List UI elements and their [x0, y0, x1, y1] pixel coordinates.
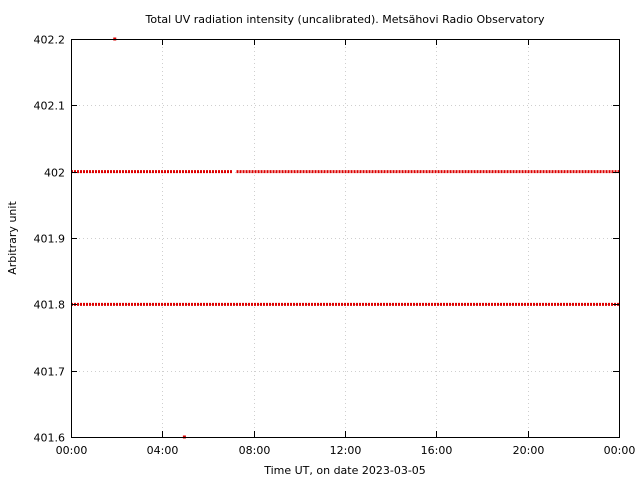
- y-tick-label: 402: [44, 167, 65, 180]
- x-tick-label: 16:00: [421, 444, 453, 457]
- y-axis-label: Arbitrary unit: [6, 201, 19, 275]
- y-tick-label: 401.8: [34, 299, 66, 312]
- y-tick-label: 401.9: [34, 233, 66, 246]
- y-tick-label: 401.6: [34, 432, 66, 445]
- y-tick-label: 401.7: [34, 366, 66, 379]
- x-axis-label: Time UT, on date 2023-03-05: [263, 464, 426, 477]
- x-tick-label: 04:00: [147, 444, 179, 457]
- x-tick-label: 00:00: [604, 444, 636, 457]
- y-axis-ticks: 401.6 401.7 401.8 401.9 402 402.1 402.2: [34, 34, 619, 445]
- x-tick-label: 20:00: [513, 444, 545, 457]
- data-layer: [71, 37, 619, 439]
- x-tick-label: 12:00: [330, 444, 362, 457]
- chart-title: Total UV radiation intensity (uncalibrat…: [145, 13, 545, 26]
- x-tick-label: 08:00: [239, 444, 271, 457]
- x-axis-ticks: 00:00 04:00 08:00 12:00 16:00 20:00 00:00: [56, 39, 636, 457]
- y-tick-label: 402.1: [34, 100, 66, 113]
- grid-layer: [71, 39, 619, 437]
- x-tick-label: 00:00: [56, 444, 88, 457]
- y-tick-label: 402.2: [34, 34, 66, 47]
